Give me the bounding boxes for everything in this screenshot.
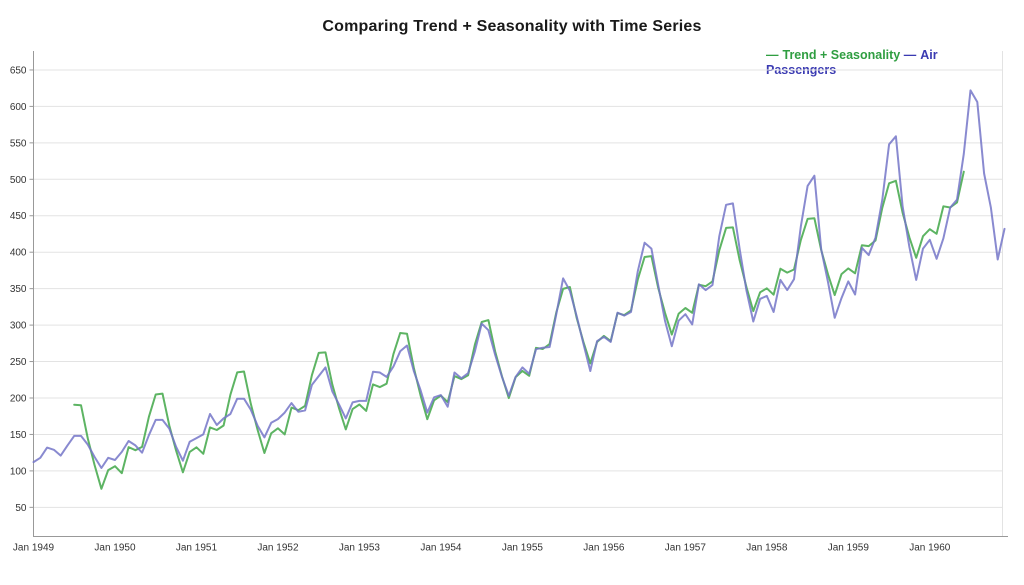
y-tick-label: 200: [10, 393, 27, 404]
x-tick-label: Jan 1954: [420, 543, 462, 554]
x-tick-label: Jan 1959: [828, 543, 870, 554]
x-tick-label: Jan 1952: [257, 543, 299, 554]
y-tick-label: 650: [10, 65, 27, 76]
x-tick-label: Jan 1951: [176, 543, 218, 554]
x-tick-label: Jan 1953: [339, 543, 381, 554]
x-tick-label: Jan 1960: [909, 543, 951, 554]
air-passengers-line: [32, 89, 1006, 469]
x-tick-label: Jan 1956: [583, 543, 625, 554]
x-tick-label: Jan 1949: [13, 543, 55, 554]
y-tick-label: 250: [10, 357, 27, 368]
chart-title: Comparing Trend + Seasonality with Time …: [322, 18, 702, 35]
trend-seasonality-line-swatch-icon: —: [766, 48, 779, 62]
x-tick-label: Jan 1950: [94, 543, 136, 554]
x-tick-label: Jan 1955: [502, 543, 544, 554]
air-passengers-line-swatch-icon: —: [903, 48, 917, 62]
y-tick-label: 350: [10, 284, 27, 295]
y-tick-label: 400: [10, 248, 27, 259]
y-tick-label: 150: [10, 430, 27, 441]
y-tick-label: 300: [10, 321, 27, 332]
legend-label-trend-seasonality: Trend + Seasonality: [782, 48, 901, 62]
y-tick-label: 100: [10, 466, 27, 477]
y-tick-label: 600: [10, 102, 27, 113]
x-tick-label: Jan 1958: [746, 543, 788, 554]
trend-seasonality-line: [73, 170, 965, 490]
y-tick-label: 50: [15, 503, 27, 514]
y-tick-label: 450: [10, 211, 27, 222]
y-tick-label: 500: [10, 175, 27, 186]
y-tick-label: 550: [10, 138, 27, 149]
x-tick-label: Jan 1957: [665, 543, 707, 554]
legend-entry-trend-seasonality: — Trend + Seasonality: [766, 48, 900, 62]
